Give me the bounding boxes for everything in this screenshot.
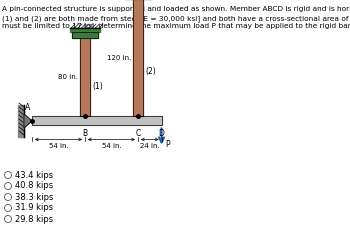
Text: 38.3 kips: 38.3 kips [15,192,53,201]
Text: 29.8 kips: 29.8 kips [15,215,53,224]
Text: (2): (2) [145,67,156,76]
Bar [32,116,162,125]
Bar [18,105,24,137]
Text: 54 in.: 54 in. [102,142,121,148]
Polygon shape [24,114,32,128]
Text: 31.9 kips: 31.9 kips [15,203,53,212]
Text: 120 in.: 120 in. [107,55,131,61]
Text: 43.4 kips: 43.4 kips [15,171,53,180]
Text: C: C [135,130,141,139]
Text: 54 in.: 54 in. [49,142,68,148]
Bar [80,38,90,116]
Bar [133,0,143,116]
Text: A pin-connected structure is supported and loaded as shown. Member ABCD is rigid: A pin-connected structure is supported a… [2,6,350,29]
Text: 24 in.: 24 in. [140,142,160,148]
Bar [80,38,90,116]
Bar [72,32,98,38]
Text: P: P [166,140,170,149]
Text: B: B [83,130,88,139]
Text: 40.8 kips: 40.8 kips [15,182,53,191]
Bar [72,32,98,38]
Bar [32,116,162,125]
Text: 80 in.: 80 in. [58,74,78,80]
Bar [133,0,143,116]
Text: A: A [25,104,31,113]
Text: D: D [159,130,164,139]
Bar [70,28,100,32]
Text: (1): (1) [92,82,103,91]
